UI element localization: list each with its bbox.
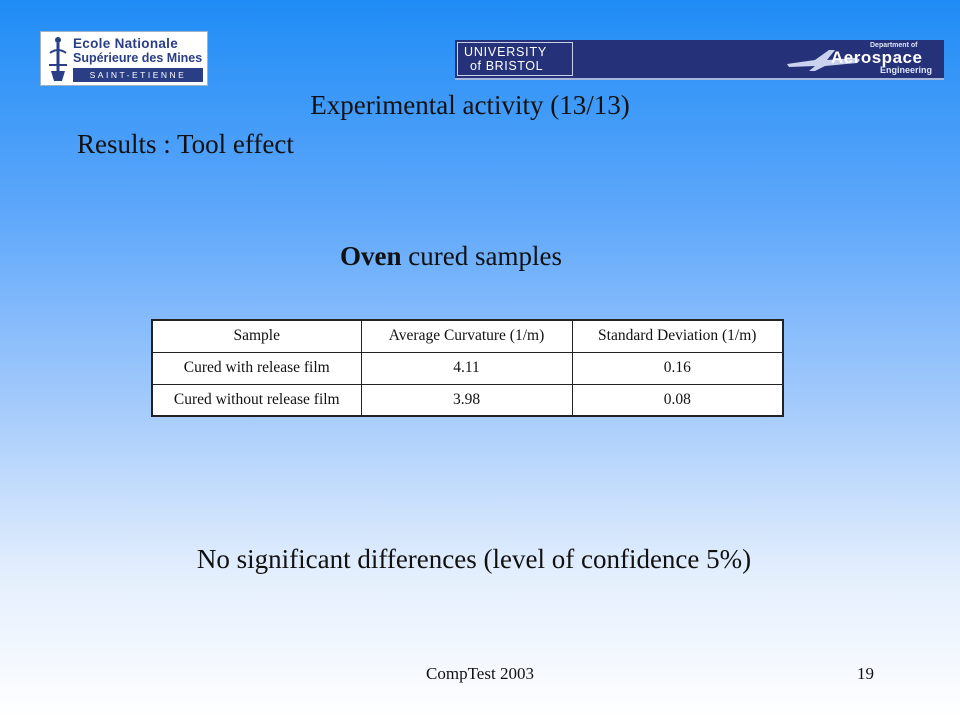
table-cell-standard-deviation: 0.16 — [571, 351, 784, 385]
ensm-name-line1: Ecole Nationale — [73, 36, 179, 51]
aircraft-icon — [787, 50, 860, 71]
ensm-city-label: SAINT-ETIENNE — [73, 68, 203, 82]
bristol-logo: UNIVERSITY of BRISTOL — [457, 42, 573, 76]
table-cell-sample: Cured with release film — [151, 351, 362, 385]
section-heading: Oven cured samples — [0, 241, 902, 272]
slide-subtitle: Results : Tool effect — [77, 129, 294, 159]
aerospace-dept-label: Department of — [870, 42, 918, 49]
page-number: 19 — [857, 664, 874, 683]
table-row: Cured with release film 4.11 0.16 — [151, 351, 784, 385]
column-header-average-curvature: Average Curvature (1/m) — [360, 319, 573, 353]
table-row: Cured without release film 3.98 0.08 — [151, 383, 784, 417]
column-header-standard-deviation: Standard Deviation (1/m) — [571, 319, 784, 353]
results-table: Sample Average Curvature (1/m) Standard … — [151, 319, 784, 417]
ensm-emblem-icon — [49, 37, 67, 81]
table-header-row: Sample Average Curvature (1/m) Standard … — [151, 319, 784, 353]
ensm-logo: Ecole Nationale Supérieure des Mines SAI… — [40, 31, 208, 86]
aerospace-engineering-label: Engineering — [880, 65, 933, 75]
section-heading-bold: Oven — [340, 241, 402, 271]
bristol-logo-line1: UNIVERSITY — [464, 45, 548, 59]
slide-title: Experimental activity (13/13) — [310, 90, 630, 120]
column-header-sample: Sample — [151, 319, 362, 353]
conclusion-text: No significant differences (level of con… — [196, 544, 752, 574]
aerospace-wordmark: Aerospace — [831, 48, 923, 67]
footer-conference: CompTest 2003 — [426, 664, 534, 683]
table-cell-average-curvature: 3.98 — [360, 383, 573, 417]
university-banner: UNIVERSITY of BRISTOL Department of Aero… — [455, 40, 944, 80]
bristol-logo-line2: of BRISTOL — [470, 59, 544, 73]
table-cell-sample: Cured without release film — [151, 383, 362, 417]
table-cell-standard-deviation: 0.08 — [571, 383, 784, 417]
ensm-name-line2: Supérieure des Mines — [73, 51, 203, 65]
table-cell-average-curvature: 4.11 — [360, 351, 573, 385]
section-heading-rest: cured samples — [401, 241, 562, 271]
